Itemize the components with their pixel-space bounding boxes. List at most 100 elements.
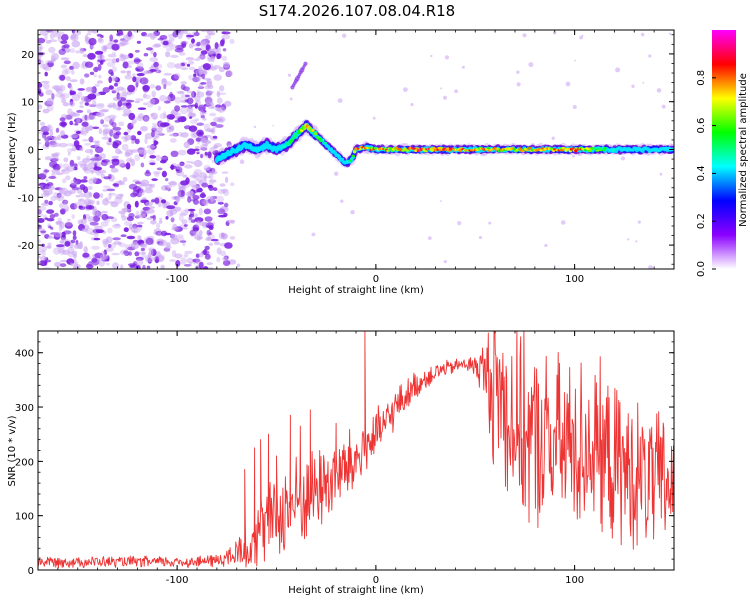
noise-dot: [82, 186, 89, 194]
noise-dot: [186, 90, 192, 94]
noise-dot: [170, 217, 175, 223]
snr-ylabel: SNR (10 * v/v): [7, 415, 18, 486]
noise-dot: [118, 121, 125, 127]
noise-dot: [201, 73, 206, 80]
noise-dot: [40, 121, 45, 126]
noise-dot: [205, 89, 212, 98]
colorbar-gradient: [712, 30, 736, 269]
noise-dot: [55, 88, 61, 92]
noise-dot: [224, 242, 233, 249]
noise-dot: [439, 200, 442, 203]
noise-dot: [119, 249, 129, 256]
noise-dot: [160, 264, 165, 269]
noise-dot: [103, 185, 111, 189]
noise-dot: [140, 179, 150, 187]
noise-dot: [124, 136, 129, 142]
noise-dot: [38, 130, 43, 135]
noise-dot: [49, 32, 55, 40]
noise-dot: [206, 262, 213, 266]
noise-dot: [148, 248, 154, 257]
noise-dot: [193, 73, 197, 77]
noise-dot: [196, 89, 200, 96]
noise-dot: [108, 192, 117, 196]
noise-dot: [186, 160, 192, 164]
noise-dot: [175, 234, 184, 238]
noise-dot: [94, 252, 104, 259]
noise-dot: [229, 236, 236, 240]
noise-dot: [198, 261, 204, 269]
noise-dot: [159, 122, 168, 128]
noise-dot: [150, 34, 156, 40]
noise-dot: [201, 199, 209, 205]
signal-blob: [282, 145, 286, 149]
noise-dot: [195, 253, 200, 258]
noise-dot: [63, 200, 68, 205]
noise-dot: [200, 137, 209, 143]
noise-dot: [178, 52, 186, 56]
noise-dot: [123, 227, 129, 233]
noise-dot: [71, 69, 75, 75]
noise-dot: [213, 241, 221, 246]
noise-dot: [151, 130, 155, 138]
signal-blob: [437, 146, 442, 150]
noise-dot: [95, 161, 103, 167]
noise-dot: [222, 260, 231, 266]
noise-dot: [44, 156, 53, 161]
noise-dot: [188, 66, 196, 71]
noise-dot: [229, 182, 235, 187]
noise-dot: [119, 107, 125, 111]
noise-dot: [93, 74, 98, 78]
noise-dot: [196, 257, 201, 265]
noise-dot: [161, 78, 168, 86]
noise-dot: [207, 151, 212, 159]
noise-dot: [198, 237, 203, 240]
noise-dot: [194, 118, 200, 122]
noise-dot: [193, 169, 203, 175]
noise-dot: [192, 174, 202, 180]
noise-dot: [236, 263, 241, 268]
colorbar: 0.0 0.2 0.4 0.6 0.8 Normalized spectral ampl…: [696, 30, 749, 277]
noise-dot: [58, 248, 66, 256]
noise-dot: [111, 58, 117, 64]
noise-dot: [197, 75, 201, 82]
noise-dot: [67, 152, 71, 156]
noise-dot: [208, 179, 217, 183]
noise-dot: [122, 61, 129, 69]
noise-dot: [59, 93, 66, 100]
noise-dot: [107, 142, 111, 146]
noise-dot: [174, 96, 182, 104]
noise-dot: [189, 180, 197, 187]
noise-dot: [134, 154, 141, 162]
colorbar-tick-label: 0.4: [696, 165, 707, 181]
noise-dot: [42, 63, 49, 70]
noise-dot: [126, 70, 132, 74]
noise-dot: [65, 175, 71, 181]
noise-dot: [208, 182, 214, 186]
noise-dot: [71, 94, 80, 102]
noise-dot: [63, 190, 72, 197]
noise-dot: [199, 172, 208, 180]
noise-dot: [76, 189, 83, 194]
noise-dot: [67, 218, 71, 221]
noise-dot: [202, 266, 209, 269]
noise-dot: [203, 249, 207, 255]
noise-dot: [84, 149, 93, 154]
noise-dot: [163, 84, 167, 90]
noise-dot: [142, 146, 146, 152]
noise-dot: [74, 123, 79, 126]
noise-dot: [136, 40, 141, 44]
noise-dot: [204, 253, 211, 260]
noise-dot: [121, 143, 129, 151]
noise-dot: [78, 198, 85, 202]
noise-dot: [219, 39, 225, 47]
noise-dot: [93, 232, 99, 238]
noise-dot: [45, 89, 53, 96]
noise-dot: [96, 33, 103, 37]
noise-dot: [67, 165, 75, 172]
noise-dot: [126, 99, 135, 103]
noise-dot: [88, 192, 92, 197]
noise-dot: [213, 143, 222, 148]
noise-dot: [164, 100, 171, 104]
noise-dot: [162, 111, 167, 119]
noise-dot: [103, 176, 111, 180]
